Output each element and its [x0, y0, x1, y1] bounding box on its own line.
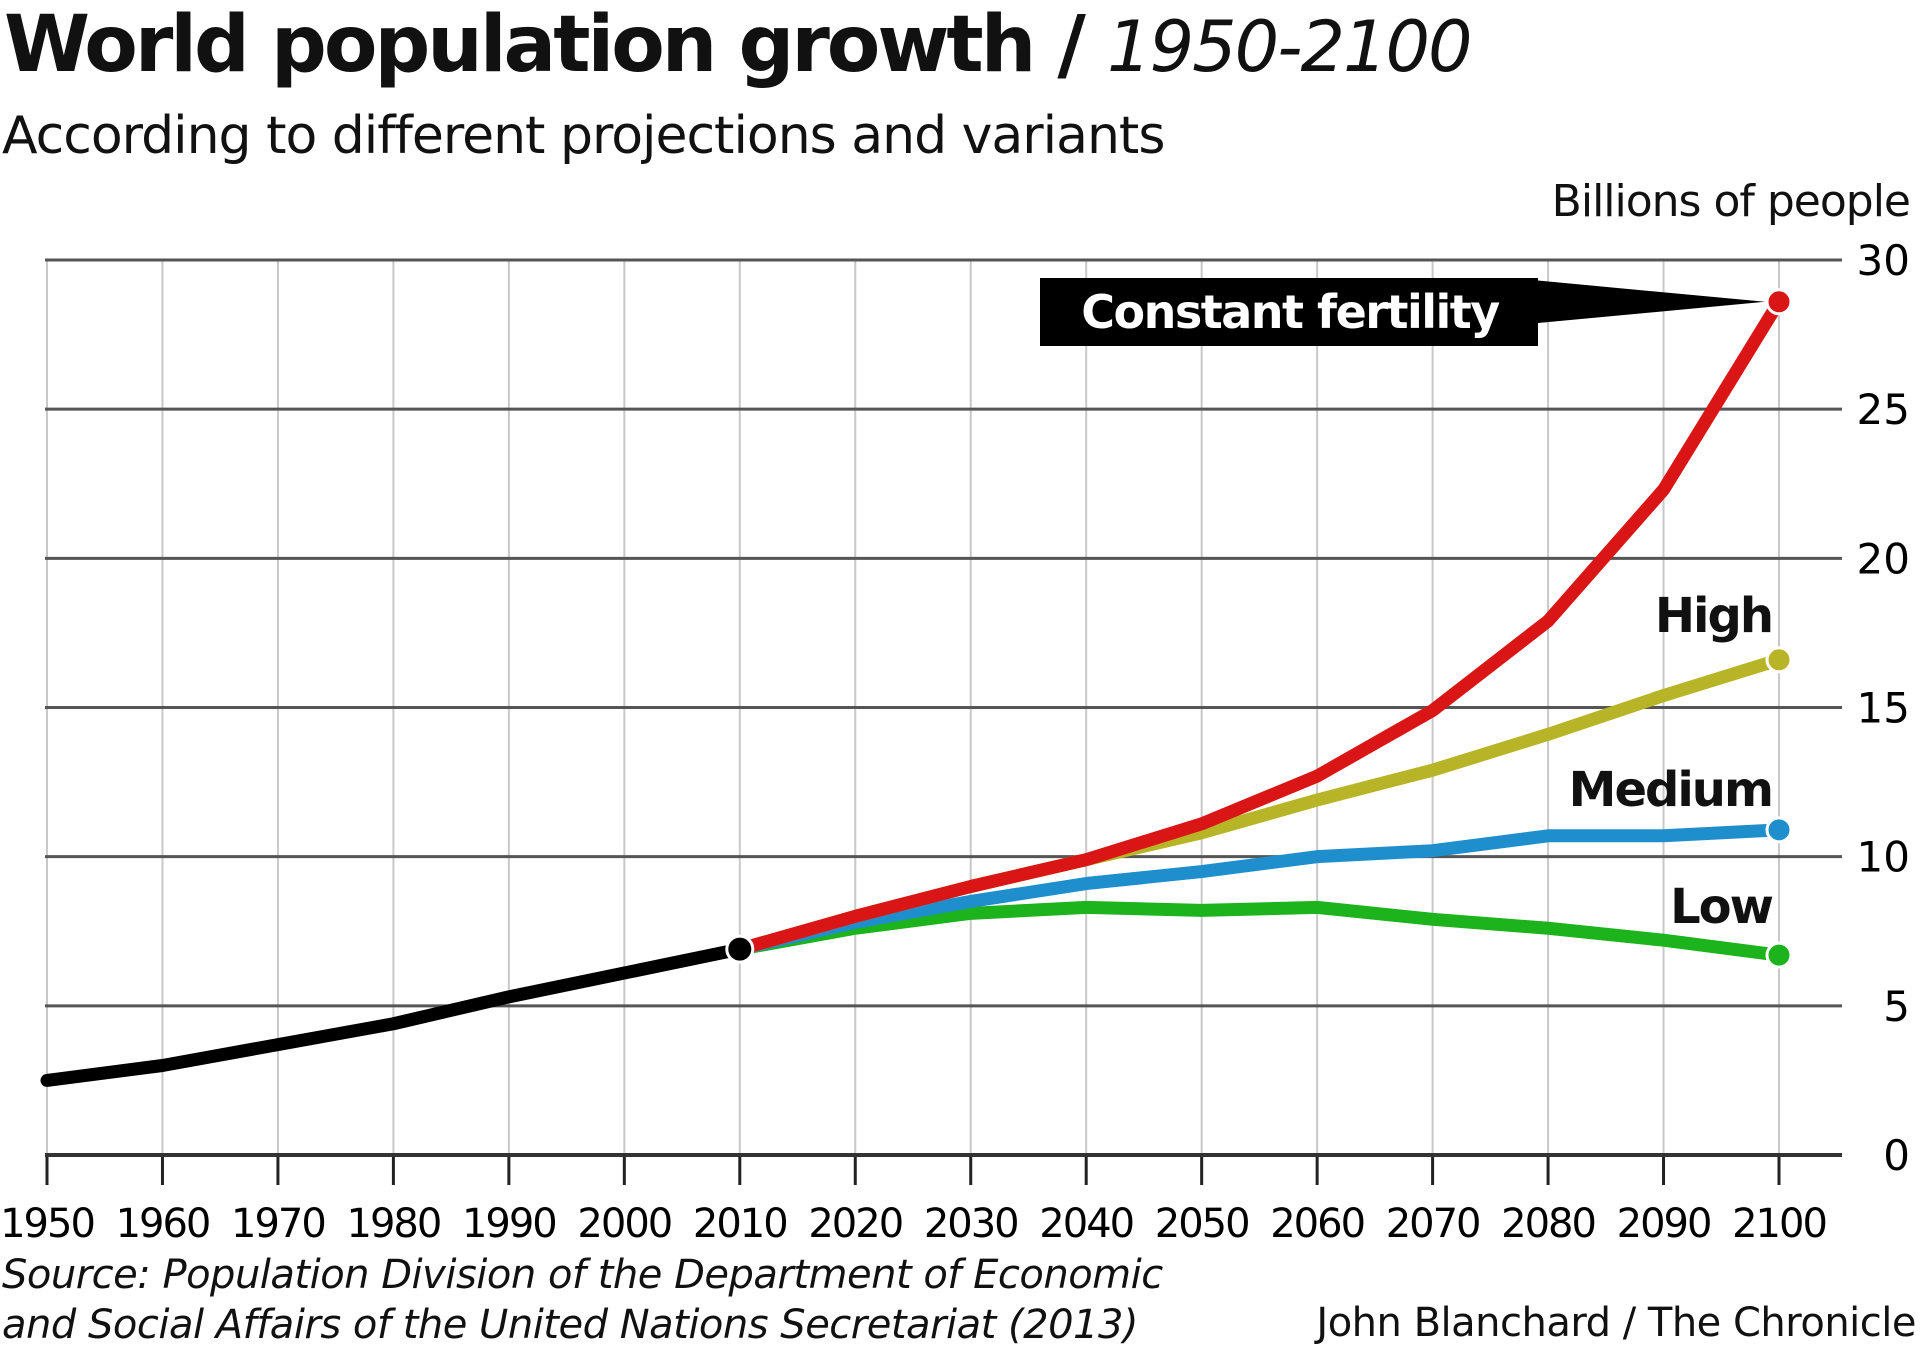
series-line-medium [733, 823, 1786, 956]
label-low: Low [1670, 879, 1773, 935]
x-tick-label: 2080 [1501, 1201, 1595, 1247]
label-high: High [1655, 588, 1772, 644]
x-tick-label: 2090 [1617, 1201, 1711, 1247]
source-line-2: and Social Affairs of the United Nations… [2, 1302, 1139, 1348]
label-constant-fertility: Constant fertility [1081, 285, 1500, 339]
credit: John Blanchard / The Chronicle [1316, 1300, 1916, 1346]
series-endpoint [1765, 941, 1793, 969]
y-tick-label: 20 [1857, 534, 1910, 583]
x-tick-label: 1980 [347, 1201, 441, 1247]
x-tick-label: 1950 [0, 1201, 94, 1247]
source-note: Source: Population Division of the Depar… [2, 1250, 1163, 1350]
callout-pointer [1530, 279, 1765, 324]
title-text: World population growth / [4, 0, 1086, 90]
y-tick-label: 10 [1857, 833, 1910, 882]
series-endpoint [1765, 288, 1793, 316]
label-medium: Medium [1569, 762, 1772, 818]
x-tick-label: 2070 [1386, 1201, 1480, 1247]
y-tick-label: 0 [1883, 1131, 1910, 1180]
x-tick-label: 2010 [693, 1201, 787, 1247]
series-endpoint [1765, 646, 1793, 674]
y-tick-label: 5 [1883, 982, 1910, 1031]
series-endpoint [1765, 816, 1793, 844]
x-tick-label: 2040 [1039, 1201, 1133, 1247]
chart-title: World population growth / 1950-2100 [4, 0, 1473, 90]
y-tick-label: 25 [1857, 385, 1910, 434]
junction-2010-dot [725, 934, 755, 964]
callout-box [1040, 278, 1538, 346]
x-tick-label: 1960 [116, 1201, 210, 1247]
x-tick-label: 2050 [1155, 1201, 1249, 1247]
x-tick-label: 1990 [462, 1201, 556, 1247]
x-tick-label: 2060 [1270, 1201, 1364, 1247]
x-tick-label: 2020 [808, 1201, 902, 1247]
x-tick-label: 2000 [577, 1201, 671, 1247]
chart-subtitle: According to different projections and v… [2, 106, 1165, 166]
series-line-constant-fertility [733, 295, 1786, 956]
series-line-low [733, 900, 1786, 962]
title-range: 1950-2100 [1107, 6, 1473, 88]
x-tick-label: 2030 [924, 1201, 1018, 1247]
y-axis-label: Billions of people [1551, 176, 1911, 227]
x-tick-label: 1970 [231, 1201, 325, 1247]
series-line-historical [40, 942, 747, 1087]
y-tick-label: 15 [1857, 684, 1910, 733]
y-tick-label: 30 [1857, 236, 1910, 285]
x-tick-label: 2100 [1732, 1201, 1826, 1247]
source-line-1: Source: Population Division of the Depar… [2, 1252, 1163, 1298]
